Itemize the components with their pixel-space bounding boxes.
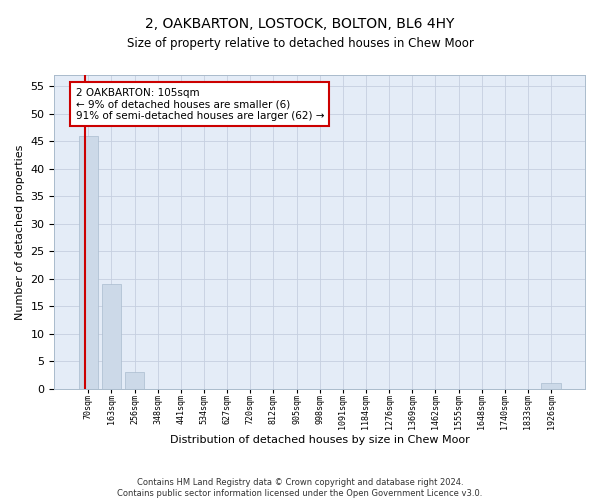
Text: 2 OAKBARTON: 105sqm
← 9% of detached houses are smaller (6)
91% of semi-detached: 2 OAKBARTON: 105sqm ← 9% of detached hou…	[76, 88, 324, 121]
Bar	[541, 384, 561, 389]
Bar	[101, 284, 121, 389]
Text: Contains HM Land Registry data © Crown copyright and database right 2024.
Contai: Contains HM Land Registry data © Crown c…	[118, 478, 482, 498]
Bar	[79, 136, 98, 389]
Text: Size of property relative to detached houses in Chew Moor: Size of property relative to detached ho…	[127, 38, 473, 51]
Bar	[125, 372, 145, 389]
X-axis label: Distribution of detached houses by size in Chew Moor: Distribution of detached houses by size …	[170, 435, 470, 445]
Y-axis label: Number of detached properties: Number of detached properties	[15, 144, 25, 320]
Text: 2, OAKBARTON, LOSTOCK, BOLTON, BL6 4HY: 2, OAKBARTON, LOSTOCK, BOLTON, BL6 4HY	[145, 18, 455, 32]
